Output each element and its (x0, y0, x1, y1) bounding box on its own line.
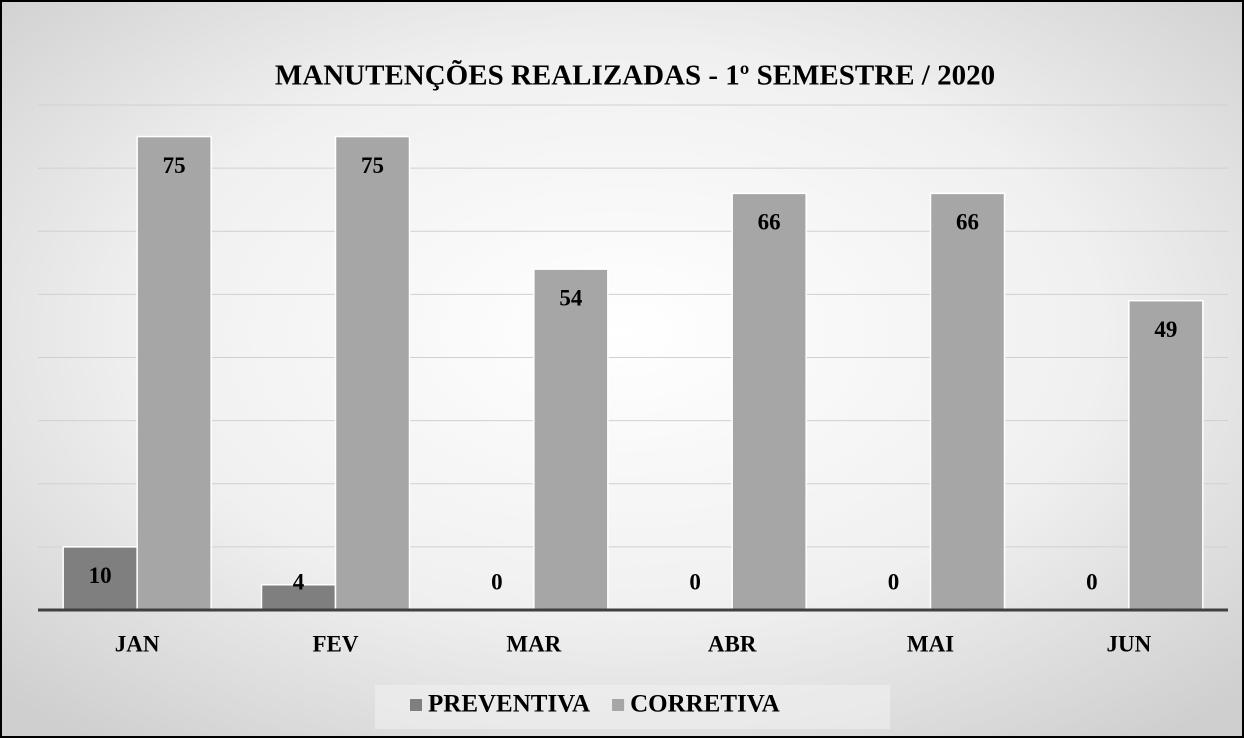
data-label: 10 (89, 563, 112, 588)
data-label: 54 (559, 285, 583, 310)
bar (136, 135, 212, 611)
data-label: 66 (956, 210, 979, 235)
bar (334, 135, 411, 611)
data-label: 75 (361, 153, 384, 178)
chart-title: MANUTENÇÕES REALIZADAS - 1º SEMESTRE / 2… (275, 59, 995, 92)
x-tick-label: JUN (1106, 631, 1151, 656)
data-label: 0 (689, 569, 701, 594)
x-tick-label: ABR (708, 631, 757, 656)
bar (533, 268, 609, 611)
bar (1128, 299, 1204, 611)
data-label: 49 (1154, 317, 1177, 342)
x-tick-label: JAN (115, 631, 160, 656)
data-label: 0 (491, 569, 503, 594)
bar (731, 192, 807, 611)
data-label: 0 (888, 569, 900, 594)
x-tick-label: MAI (907, 631, 954, 656)
data-label: 75 (163, 153, 186, 178)
x-tick-label: MAR (506, 631, 561, 656)
legend-swatch (410, 699, 422, 711)
data-label: 66 (758, 210, 781, 235)
legend-label: PREVENTIVA (428, 691, 590, 718)
x-tick-label: FEV (313, 631, 359, 656)
legend-swatch (612, 699, 625, 711)
data-label: 4 (293, 569, 305, 594)
bar (62, 546, 138, 611)
data-label: 0 (1086, 569, 1098, 594)
bar (929, 192, 1006, 611)
legend-background (375, 685, 890, 729)
legend-label: CORRETIVA (630, 691, 780, 718)
